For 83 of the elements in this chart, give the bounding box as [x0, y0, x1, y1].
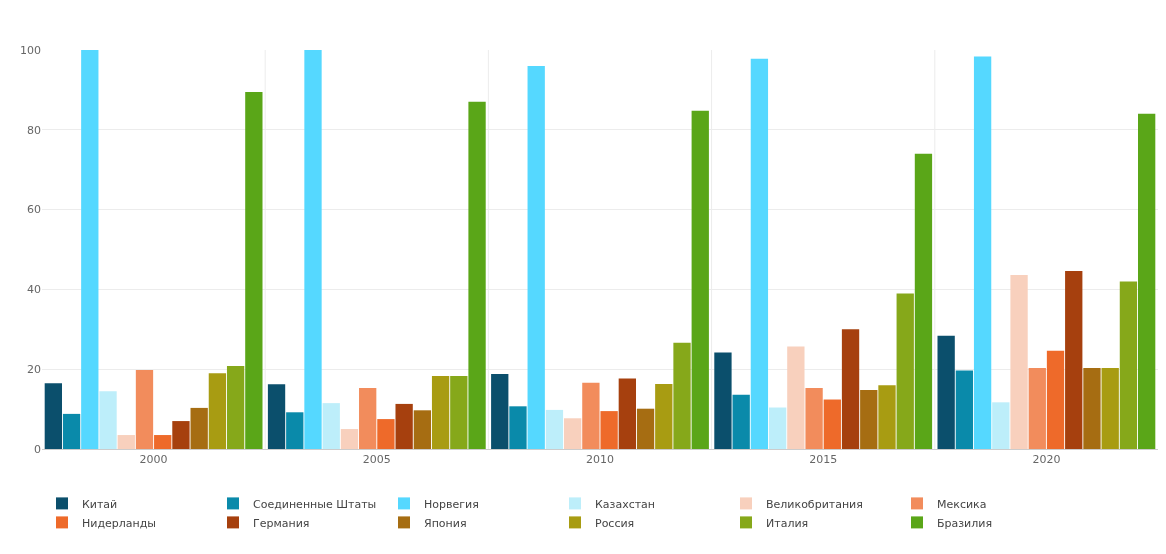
x-tick-label: 2020	[1032, 453, 1061, 467]
bar	[286, 412, 304, 449]
bar	[172, 421, 190, 449]
legend-label: Германия	[253, 516, 310, 530]
bar	[937, 335, 955, 449]
bar	[955, 370, 974, 449]
y-tick-label: 60	[27, 203, 41, 217]
bar	[564, 418, 582, 449]
y-tick-label: 40	[27, 283, 41, 297]
bar	[135, 370, 154, 449]
bar	[190, 407, 208, 449]
bar	[450, 375, 468, 449]
bar	[359, 387, 377, 449]
bar	[823, 399, 841, 449]
legend-label: Россия	[595, 516, 635, 530]
bar	[655, 383, 673, 449]
legend-label: Италия	[766, 516, 809, 530]
bar	[768, 407, 787, 449]
bar	[413, 410, 432, 449]
bar	[878, 385, 896, 449]
bar	[805, 387, 823, 449]
legend-label: Нидерланды	[82, 516, 157, 530]
bar	[208, 373, 227, 449]
bar	[600, 411, 618, 449]
bar	[1101, 368, 1119, 449]
bar	[491, 373, 509, 449]
bar	[81, 50, 99, 449]
bar	[1119, 281, 1138, 449]
x-tick-label: 2000	[139, 453, 168, 467]
bar	[860, 389, 878, 449]
bar	[1138, 113, 1156, 449]
bar	[154, 435, 172, 449]
legend-label: Китай	[82, 497, 118, 511]
legend-label: Бразилия	[937, 516, 993, 530]
x-tick-label: 2010	[586, 453, 614, 467]
bar	[267, 384, 286, 449]
bar	[750, 58, 769, 449]
y-tick-label: 100	[20, 43, 41, 57]
y-tick-label: 0	[34, 442, 41, 456]
bar	[431, 375, 450, 449]
bar	[62, 413, 81, 449]
bar	[732, 394, 750, 449]
y-tick-label: 80	[27, 123, 41, 137]
bar	[1046, 350, 1065, 449]
legend-label: Япония	[424, 516, 467, 530]
bar	[44, 383, 62, 449]
bar	[395, 403, 413, 449]
legend-label: Соединенные Штаты	[253, 497, 377, 511]
legend-label: Казахстан	[595, 497, 656, 511]
bar	[787, 346, 805, 449]
bar	[636, 408, 655, 449]
bar	[992, 402, 1010, 449]
bar	[1028, 368, 1046, 449]
bar	[896, 293, 914, 449]
bar	[973, 56, 992, 449]
bar	[340, 429, 359, 449]
bar	[582, 382, 600, 449]
bar	[527, 65, 545, 449]
bar	[914, 153, 933, 449]
bar	[618, 378, 636, 449]
bar	[226, 366, 245, 449]
x-tick-label: 2015	[809, 453, 838, 467]
x-tick-label: 2005	[362, 453, 391, 467]
bar	[304, 50, 322, 449]
bar	[1083, 368, 1101, 449]
legend-label: Великобритания	[766, 497, 863, 511]
bar	[841, 329, 860, 449]
bar	[509, 406, 527, 449]
bar	[714, 352, 732, 449]
bar	[322, 403, 340, 449]
y-tick-label: 20	[27, 363, 41, 377]
bar	[99, 391, 117, 449]
bar	[673, 342, 691, 449]
bar	[545, 409, 564, 449]
bar	[691, 110, 709, 449]
bar	[117, 435, 135, 449]
bar	[245, 91, 263, 449]
bar	[1010, 275, 1028, 449]
bar	[468, 101, 486, 449]
bar	[1065, 271, 1083, 449]
legend-label: Мексика	[937, 497, 987, 511]
bar	[377, 419, 395, 449]
legend-label: Норвегия	[424, 497, 479, 511]
